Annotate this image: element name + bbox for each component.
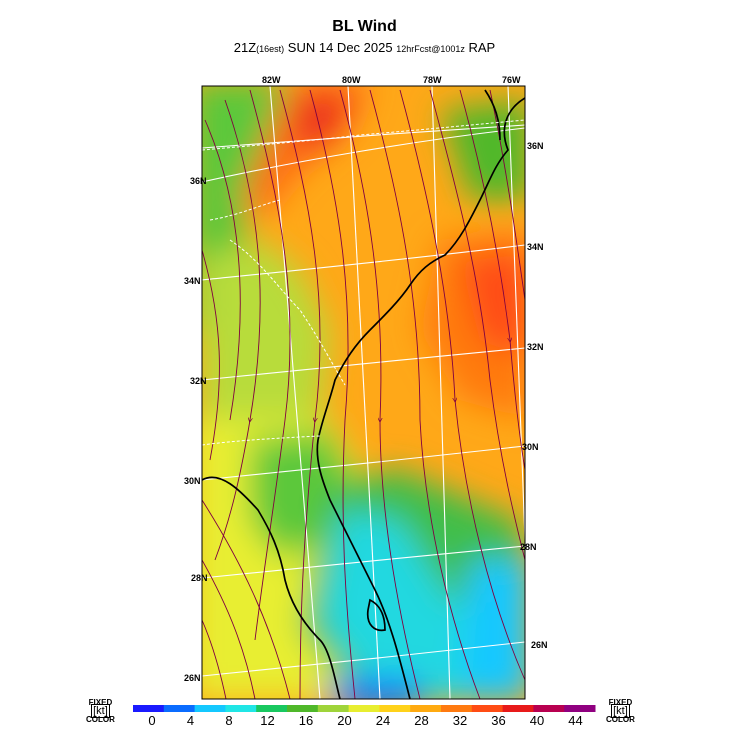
colorbar-tick-label: 8 (225, 713, 232, 728)
colorbar-swatch (564, 705, 596, 712)
lat-label-right-36n: 36N (527, 141, 544, 151)
colorbar-swatch (502, 705, 534, 712)
valid-time: 21Z (233, 40, 257, 55)
colorbar-tick-label: 44 (568, 713, 582, 728)
colorbar-swatch (379, 705, 411, 712)
colorbar-swatch (133, 705, 165, 712)
colorbar-left-fixed: FIXED (88, 698, 113, 707)
colorbar-tick-label: 20 (337, 713, 351, 728)
lat-label-left-36n: 36N (190, 176, 207, 186)
colorbar-left-unit: [kt] (91, 704, 110, 718)
colorbar-swatch (410, 705, 442, 712)
state-borders (202, 119, 525, 446)
colorbar-tick-label: 28 (414, 713, 428, 728)
lat-lon-grid (202, 86, 525, 699)
colorbar-tick-label: 24 (376, 713, 390, 728)
colorbar-swatch (225, 705, 257, 712)
map-title: BL Wind (332, 18, 397, 35)
colorbar-tick-label: 36 (491, 713, 505, 728)
colorbar-swatch (441, 705, 473, 712)
colorbar-swatch (256, 705, 288, 712)
colorbar-tick-label: 32 (453, 713, 467, 728)
colorbar-left-legend: FIXED [kt] COLOR (86, 699, 115, 724)
colorbar-right-color: COLOR (606, 715, 635, 724)
axis-labels: 82W 80W 78W 76W 36N 34N 32N 30N 28N 26N … (184, 75, 548, 683)
lat-label-right-30n: 30N (522, 442, 539, 452)
colorbar-tick-label: 0 (148, 713, 155, 728)
colorbar-right-legend: FIXED [kt] COLOR (606, 699, 635, 724)
lat-label-left-26n: 26N (184, 673, 201, 683)
colorbar-left-color: COLOR (86, 715, 115, 724)
lat-label-right-28n: 28N (520, 542, 537, 552)
lat-label-left-30n: 30N (184, 476, 201, 486)
colorbar-right-fixed: FIXED (608, 698, 633, 707)
lon-label-82w: 82W (262, 75, 281, 85)
coastline (202, 89, 525, 699)
forecast-info: 12hrFcst@1001z (396, 44, 465, 54)
lat-label-left-34n: 34N (184, 276, 201, 286)
wind-speed-field (202, 86, 525, 699)
colorbar-tick-label: 4 (187, 713, 194, 728)
lon-label-80w: 80W (342, 75, 361, 85)
colorbar-swatches (133, 705, 596, 712)
map-panel (202, 86, 525, 699)
colorbar-swatch (533, 705, 565, 712)
colorbar-swatch (163, 705, 196, 712)
valid-local-time: (16est) (256, 44, 285, 54)
colorbar-ticks: 0 4 8 12 16 20 24 28 32 36 40 44 (148, 713, 582, 728)
lon-label-78w: 78W (423, 75, 442, 85)
lat-label-left-28n: 28N (191, 573, 208, 583)
colorbar-swatch (317, 705, 350, 712)
lat-label-left-32n: 32N (190, 376, 207, 386)
model-name: RAP (468, 40, 496, 55)
lat-label-right-32n: 32N (527, 342, 544, 352)
colorbar-tick-label: 16 (299, 713, 313, 728)
map-subtitle: 21Z(16est) SUN 14 Dec 2025 12hrFcst@1001… (0, 40, 729, 55)
colorbar-right-unit: [kt] (611, 704, 630, 718)
colorbar-tick-label: 40 (530, 713, 544, 728)
lat-label-right-26n: 26N (531, 640, 548, 650)
colorbar-tick-label: 12 (260, 713, 274, 728)
valid-date: SUN 14 Dec 2025 (287, 40, 393, 55)
colorbar-swatch (194, 705, 226, 712)
colorbar-swatch (471, 705, 504, 712)
lon-label-76w: 76W (502, 75, 521, 85)
map-frame (201, 85, 526, 700)
colorbar-swatch (287, 705, 319, 712)
colorbar-swatch (348, 705, 380, 712)
lat-label-right-34n: 34N (527, 242, 544, 252)
colorbar: 0 4 8 12 16 20 24 28 32 36 40 44 (133, 705, 596, 728)
wind-streamlines (202, 89, 525, 699)
